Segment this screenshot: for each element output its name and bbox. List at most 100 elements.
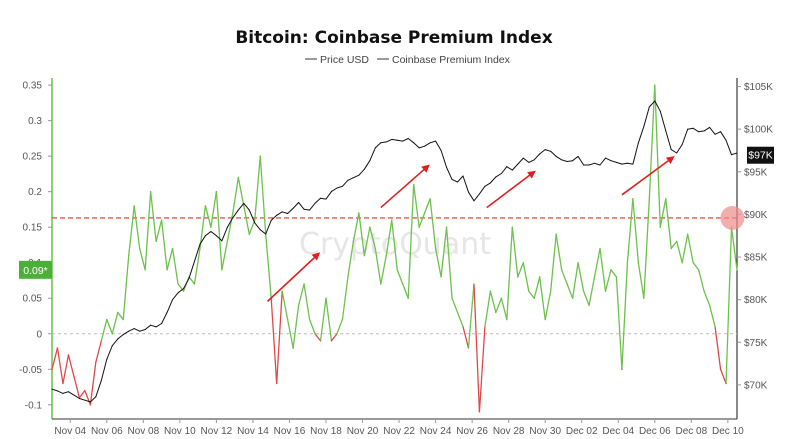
premium-point xyxy=(51,368,53,370)
price-point xyxy=(188,277,190,279)
premium-line-segment xyxy=(714,325,722,370)
price-point xyxy=(725,139,727,141)
x-tick-label: Nov 08 xyxy=(127,426,159,437)
premium-point xyxy=(467,347,470,349)
premium-line-segment xyxy=(78,389,86,399)
premium-line-segment xyxy=(676,240,683,264)
premium-line-segment xyxy=(434,247,442,278)
premium-point xyxy=(626,262,629,264)
price-point xyxy=(320,197,322,199)
price-point xyxy=(281,211,283,213)
premium-point xyxy=(122,318,124,321)
premium-line-segment xyxy=(451,297,459,314)
premium-point xyxy=(330,340,333,342)
premium-line-segment xyxy=(237,176,245,207)
premium-point xyxy=(95,361,97,363)
premium-line-segment xyxy=(577,262,585,292)
premium-point xyxy=(648,198,650,200)
premium-line-segment xyxy=(697,269,705,292)
premium-line-segment xyxy=(111,311,119,335)
premium-point xyxy=(445,226,448,228)
price-point xyxy=(309,209,311,211)
y-right-tick-label: $85K xyxy=(744,253,768,264)
premium-line-segment xyxy=(391,219,398,271)
premium-point xyxy=(67,354,70,356)
premium-point xyxy=(221,269,223,271)
premium-point xyxy=(550,290,552,292)
premium-point xyxy=(215,191,217,193)
price-point xyxy=(539,153,541,155)
price-point xyxy=(555,155,557,157)
premium-point xyxy=(133,205,135,207)
watermark: CryptoQuant xyxy=(299,227,491,262)
price-point xyxy=(237,209,239,211)
price-point xyxy=(528,161,530,163)
price-point xyxy=(604,157,606,159)
premium-line-segment xyxy=(193,247,201,285)
premium-line-segment xyxy=(506,226,513,321)
price-point xyxy=(440,149,442,151)
premium-line-segment xyxy=(56,347,64,385)
premium-line-segment xyxy=(659,198,667,228)
price-point xyxy=(385,141,387,143)
premium-line-segment xyxy=(352,212,360,243)
premium-point xyxy=(435,247,437,250)
price-point xyxy=(358,174,360,176)
price-point xyxy=(687,128,689,130)
premium-line-segment xyxy=(484,290,492,328)
premium-line-segment xyxy=(593,247,601,278)
premium-line-segment xyxy=(297,283,305,306)
price-point xyxy=(204,235,206,237)
premium-point xyxy=(100,340,102,342)
price-point xyxy=(100,380,102,382)
premium-line-segment xyxy=(144,191,152,271)
price-point xyxy=(522,157,524,159)
price-point xyxy=(637,142,639,144)
premium-line-segment xyxy=(495,297,503,314)
premium-point xyxy=(363,255,365,257)
price-point xyxy=(161,323,163,325)
x-tick-label: Nov 04 xyxy=(54,426,86,437)
premium-line-segment xyxy=(265,233,272,299)
y-right-tick-label: $70K xyxy=(744,380,768,391)
price-point xyxy=(462,175,464,177)
premium-line-segment xyxy=(429,198,437,250)
premium-point xyxy=(577,262,579,264)
premium-line-segment xyxy=(303,283,311,321)
premium-line-segment xyxy=(615,276,623,370)
y-right-tick-label: $100K xyxy=(744,125,773,136)
y-left-tick-label: 0.2 xyxy=(28,187,42,198)
premium-point xyxy=(303,283,305,285)
x-tick-label: Nov 06 xyxy=(91,426,123,437)
price-point xyxy=(73,394,75,396)
price-point xyxy=(429,142,431,144)
price-point xyxy=(500,172,502,174)
premium-point xyxy=(709,304,711,306)
price-point xyxy=(659,110,661,112)
chart-title: Bitcoin: Coinbase Premium Index xyxy=(235,28,552,48)
premium-point xyxy=(687,233,689,235)
y-left-tick-label: -0.05 xyxy=(19,365,42,376)
premium-point xyxy=(243,205,245,207)
premium-point xyxy=(117,311,119,314)
price-point xyxy=(610,160,612,162)
price-point xyxy=(615,161,617,163)
y-left-tick-label: 0.15 xyxy=(23,223,43,234)
premium-point xyxy=(177,283,179,285)
premium-point xyxy=(736,269,738,271)
premium-point xyxy=(210,226,212,228)
premium-line-segment xyxy=(396,269,404,285)
premium-line-segment xyxy=(149,191,157,243)
premium-point xyxy=(582,290,585,292)
price-point xyxy=(122,334,124,336)
premium-line-segment xyxy=(369,226,376,250)
premium-line-segment xyxy=(270,297,278,385)
premium-line-segment xyxy=(100,318,108,342)
premium-line-segment xyxy=(89,361,97,406)
price-point xyxy=(177,292,179,294)
premium-line-segment xyxy=(259,155,267,235)
y-right-tick-label: $105K xyxy=(744,82,773,93)
price-point xyxy=(111,345,113,347)
price-point xyxy=(62,392,64,394)
